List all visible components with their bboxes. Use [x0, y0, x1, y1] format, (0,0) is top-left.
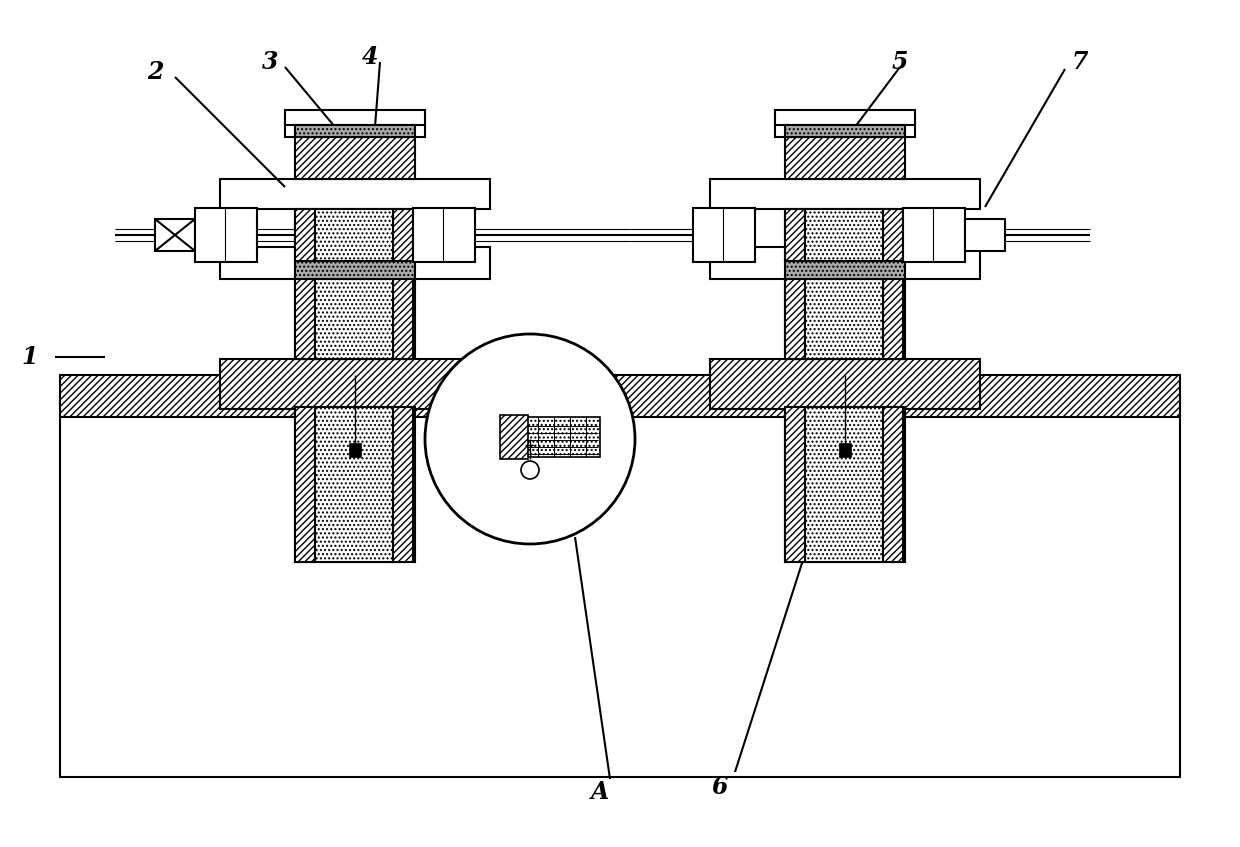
Circle shape [521, 461, 539, 479]
Bar [785, 261, 905, 279]
Bar [219, 359, 490, 409]
Bar [805, 277, 883, 359]
Bar [839, 443, 851, 457]
Bar [60, 375, 1180, 417]
Bar [775, 117, 915, 137]
Bar [903, 208, 965, 262]
Circle shape [425, 334, 635, 544]
Bar [155, 219, 195, 251]
Bar [785, 277, 905, 359]
Bar [315, 209, 393, 261]
Text: A: A [590, 780, 609, 804]
Bar [711, 247, 980, 279]
Bar [500, 415, 528, 459]
Bar [775, 110, 915, 125]
Text: 2: 2 [146, 60, 164, 84]
Polygon shape [785, 277, 805, 359]
Bar [195, 208, 257, 262]
Polygon shape [295, 277, 315, 359]
Bar [295, 277, 415, 359]
Bar [315, 407, 393, 562]
Text: 7: 7 [1071, 50, 1089, 74]
Polygon shape [393, 209, 413, 261]
Bar [525, 417, 600, 457]
Bar [295, 125, 415, 137]
Text: 6: 6 [712, 775, 728, 799]
Bar [285, 110, 425, 125]
Polygon shape [295, 209, 315, 261]
Bar [295, 261, 415, 279]
Bar [295, 137, 415, 179]
Polygon shape [883, 277, 903, 359]
Polygon shape [393, 277, 413, 359]
Polygon shape [393, 407, 413, 562]
Bar [219, 247, 490, 279]
Bar [785, 407, 905, 562]
Text: 1: 1 [22, 345, 38, 369]
Text: 5: 5 [892, 50, 908, 74]
Bar [60, 397, 1180, 777]
Bar [785, 209, 905, 261]
Text: 4: 4 [362, 45, 378, 69]
Polygon shape [883, 209, 903, 261]
Text: 3: 3 [262, 50, 278, 74]
Bar [785, 137, 905, 179]
Bar [711, 179, 980, 209]
Bar [219, 179, 490, 209]
Bar [413, 208, 475, 262]
Bar [805, 209, 883, 261]
Bar [295, 209, 415, 261]
Polygon shape [785, 407, 805, 562]
Bar [315, 277, 393, 359]
Bar [295, 407, 415, 562]
Bar [285, 117, 425, 137]
Bar [785, 125, 905, 137]
Bar [805, 407, 883, 562]
Polygon shape [883, 407, 903, 562]
Bar [348, 443, 361, 457]
Bar [693, 208, 755, 262]
Bar [965, 219, 1004, 251]
Bar [711, 359, 980, 409]
Polygon shape [295, 407, 315, 562]
Polygon shape [785, 209, 805, 261]
